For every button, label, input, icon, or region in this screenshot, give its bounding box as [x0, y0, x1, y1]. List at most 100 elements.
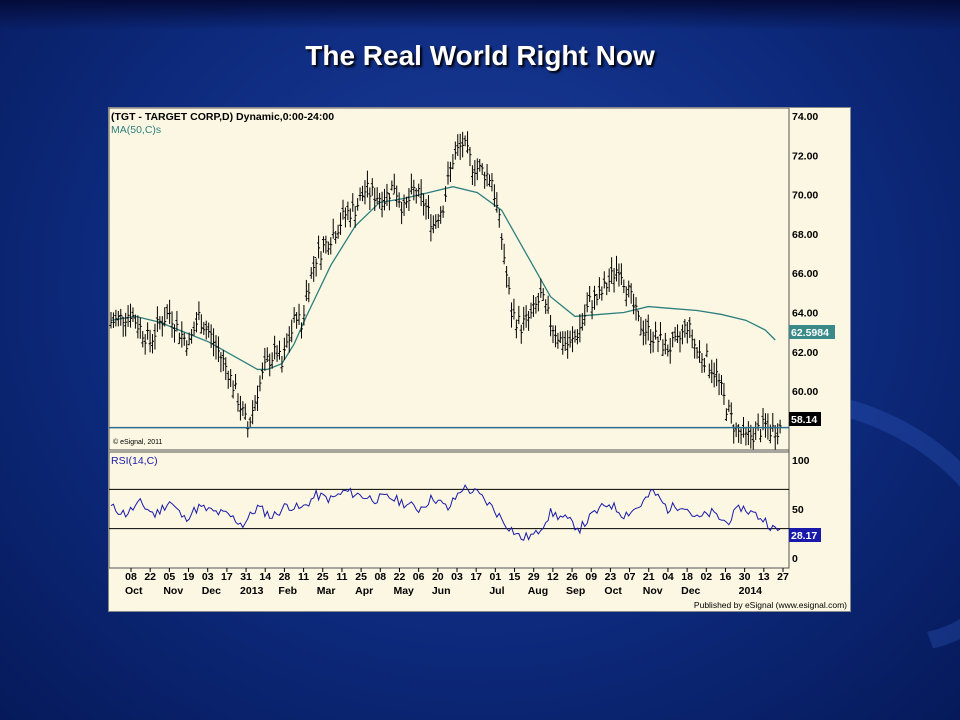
- x-month-labels: Oct Nov Dec 2013 Feb Mar Apr May Jun Jul Aug Sep Oct…: [125, 585, 762, 597]
- price-bar: [282, 337, 286, 361]
- price-bar: [153, 323, 157, 350]
- price-bar: [111, 312, 115, 328]
- price-bar: [627, 280, 631, 298]
- price-bar: [507, 276, 511, 295]
- price-bar: [133, 314, 137, 329]
- price-bar: [197, 301, 201, 321]
- price-bar: [700, 353, 704, 373]
- x-tick-label: 22: [144, 571, 156, 583]
- price-bar: [265, 347, 269, 362]
- price-bar: [216, 336, 220, 363]
- price-bar: [763, 413, 767, 438]
- chart-panel: 74.00 72.00 70.00 68.00 66.00 64.00 62.00 60.00…: [108, 107, 851, 612]
- rsi-y-tick: 50: [792, 504, 804, 516]
- price-bar: [585, 292, 589, 313]
- rsi-y-ticks: 100 50 0: [792, 455, 810, 565]
- price-bar: [431, 215, 435, 234]
- price-bar: [168, 299, 172, 324]
- price-bar: [541, 288, 545, 301]
- price-bar: [678, 331, 682, 353]
- price-bar: [158, 316, 162, 330]
- price-bar: [607, 268, 611, 292]
- price-bar: [348, 208, 352, 228]
- price-bar: [380, 191, 384, 218]
- price-bar: [461, 131, 465, 158]
- price-bar: [387, 193, 391, 211]
- price-bar: [317, 235, 321, 259]
- price-bar: [712, 362, 716, 388]
- price-bar: [483, 171, 487, 189]
- price-bar: [424, 198, 428, 220]
- price-bar: [148, 329, 152, 353]
- price-bar: [409, 173, 413, 195]
- price-bar: [378, 192, 382, 209]
- price-bar: [568, 330, 572, 348]
- price-bar: [722, 382, 726, 405]
- price-bar: [602, 271, 606, 289]
- price-bar: [234, 373, 238, 390]
- price-bar: [566, 330, 570, 359]
- rsi-label: RSI(14,C): [111, 455, 158, 467]
- price-bar: [285, 333, 289, 348]
- price-bar: [353, 205, 357, 228]
- price-bar: [641, 320, 645, 346]
- price-bar: [312, 255, 316, 282]
- price-bar: [671, 331, 675, 348]
- price-bar: [302, 305, 306, 326]
- price-bar: [688, 317, 692, 339]
- price-bar: [685, 322, 689, 344]
- price-bar: [253, 394, 257, 411]
- price-bar: [463, 135, 467, 147]
- price-bar: [221, 350, 225, 372]
- price-bar: [146, 322, 150, 340]
- price-bar: [539, 278, 543, 298]
- price-bar: [182, 332, 186, 346]
- price-y-tick: 62.00: [792, 347, 818, 359]
- price-bar: [605, 282, 609, 296]
- price-bar: [480, 163, 484, 175]
- price-bar: [329, 237, 333, 255]
- price-bar: [490, 173, 494, 192]
- x-tick-label: 07: [624, 571, 636, 583]
- price-bar: [724, 408, 728, 421]
- price-bar: [651, 331, 655, 353]
- price-bar: [468, 147, 472, 167]
- price-bar: [527, 310, 531, 331]
- price-bar: [658, 321, 662, 341]
- price-value-label: 58.14: [791, 414, 817, 426]
- price-bar: [693, 338, 697, 359]
- price-bar: [414, 188, 418, 204]
- price-bar: [715, 358, 719, 387]
- x-tick-label: 15: [509, 571, 521, 583]
- price-bar: [509, 302, 513, 328]
- price-bar: [351, 193, 355, 212]
- price-bar: [170, 311, 174, 338]
- price-bar: [558, 331, 562, 344]
- price-bar: [727, 399, 731, 412]
- price-bar: [304, 279, 308, 302]
- price-bar: [136, 315, 140, 339]
- price-bar: [412, 179, 416, 201]
- price-bar: [177, 332, 181, 345]
- x-tick-label: 12: [547, 571, 559, 583]
- stock-chart-svg: 74.00 72.00 70.00 68.00 66.00 64.00 62.00 60.00…: [109, 108, 847, 610]
- x-month-label: Apr: [355, 585, 373, 597]
- price-y-tick: 70.00: [792, 190, 818, 202]
- price-y-tick: 66.00: [792, 268, 818, 280]
- price-bar: [131, 307, 135, 322]
- price-bar: [363, 180, 367, 205]
- x-tick-label: 30: [739, 571, 751, 583]
- x-month-label: Nov: [163, 585, 183, 597]
- x-month-label: Mar: [317, 585, 336, 597]
- price-bar: [324, 235, 328, 254]
- price-bar: [583, 304, 587, 326]
- x-tick-label: 29: [528, 571, 540, 583]
- price-bar: [597, 277, 601, 299]
- price-bar: [290, 319, 294, 343]
- price-bar: [270, 352, 274, 369]
- price-bar: [571, 326, 575, 353]
- price-bar: [546, 295, 550, 314]
- price-bar: [185, 340, 189, 356]
- price-bar: [114, 309, 118, 327]
- x-tick-label: 01: [490, 571, 502, 583]
